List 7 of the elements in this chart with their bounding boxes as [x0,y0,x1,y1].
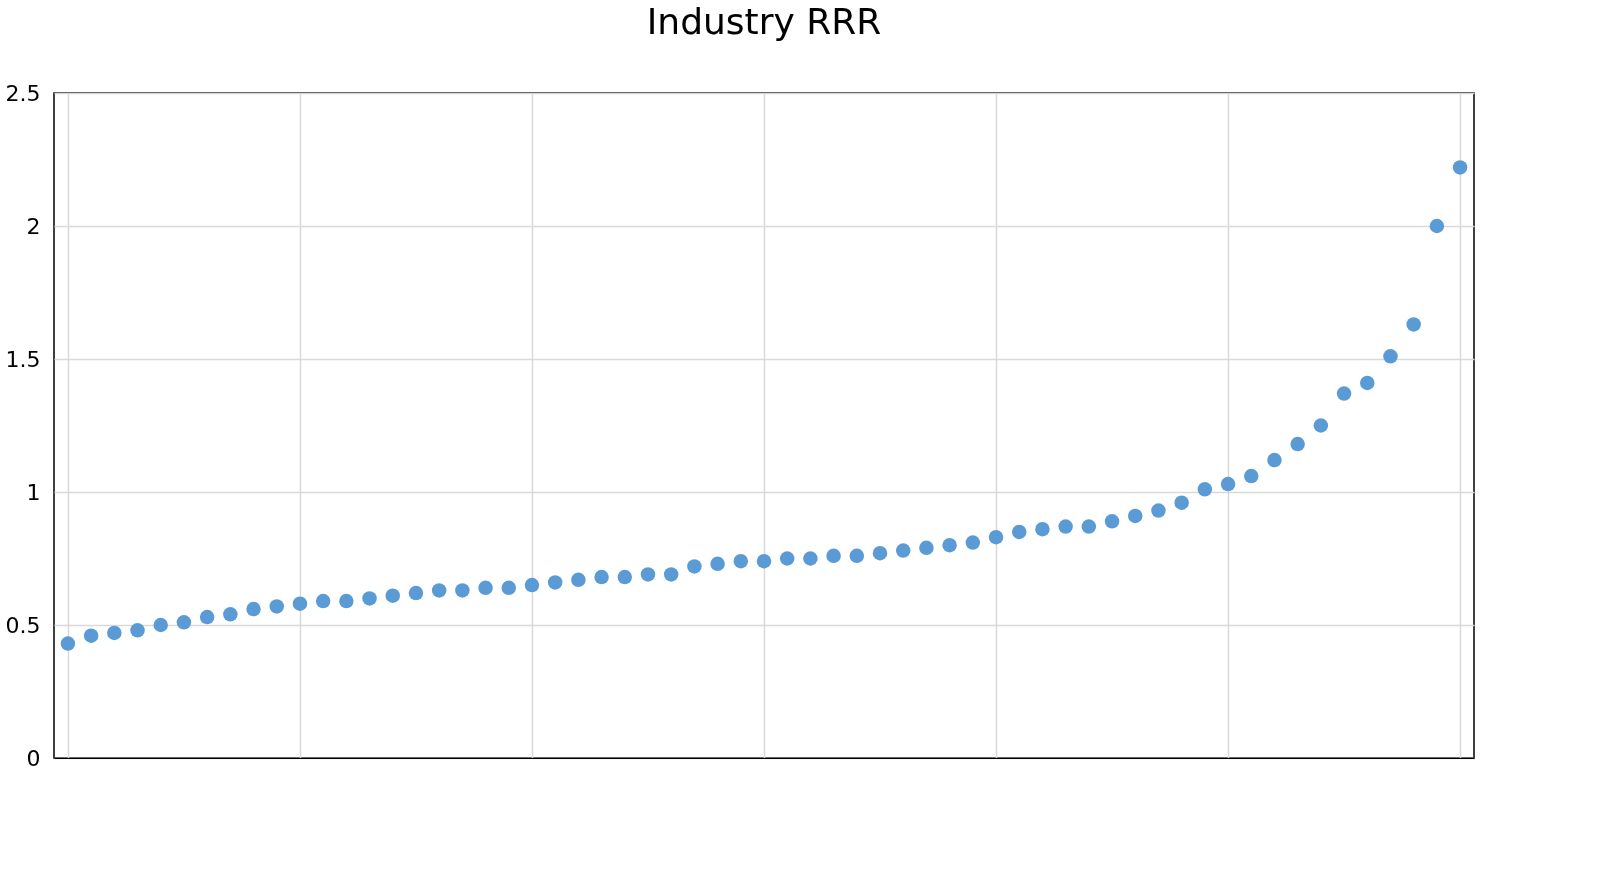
y-tick-label: 2.5 [5,80,41,106]
chart-title: Industry RRR [646,1,882,42]
y-tick-label: 0 [26,745,41,771]
y-tick-label: 1 [26,479,41,505]
y-tick-label: 1.5 [5,346,41,372]
y-tick-label: 0.5 [5,612,41,638]
y-tick-label: 2 [26,213,41,239]
